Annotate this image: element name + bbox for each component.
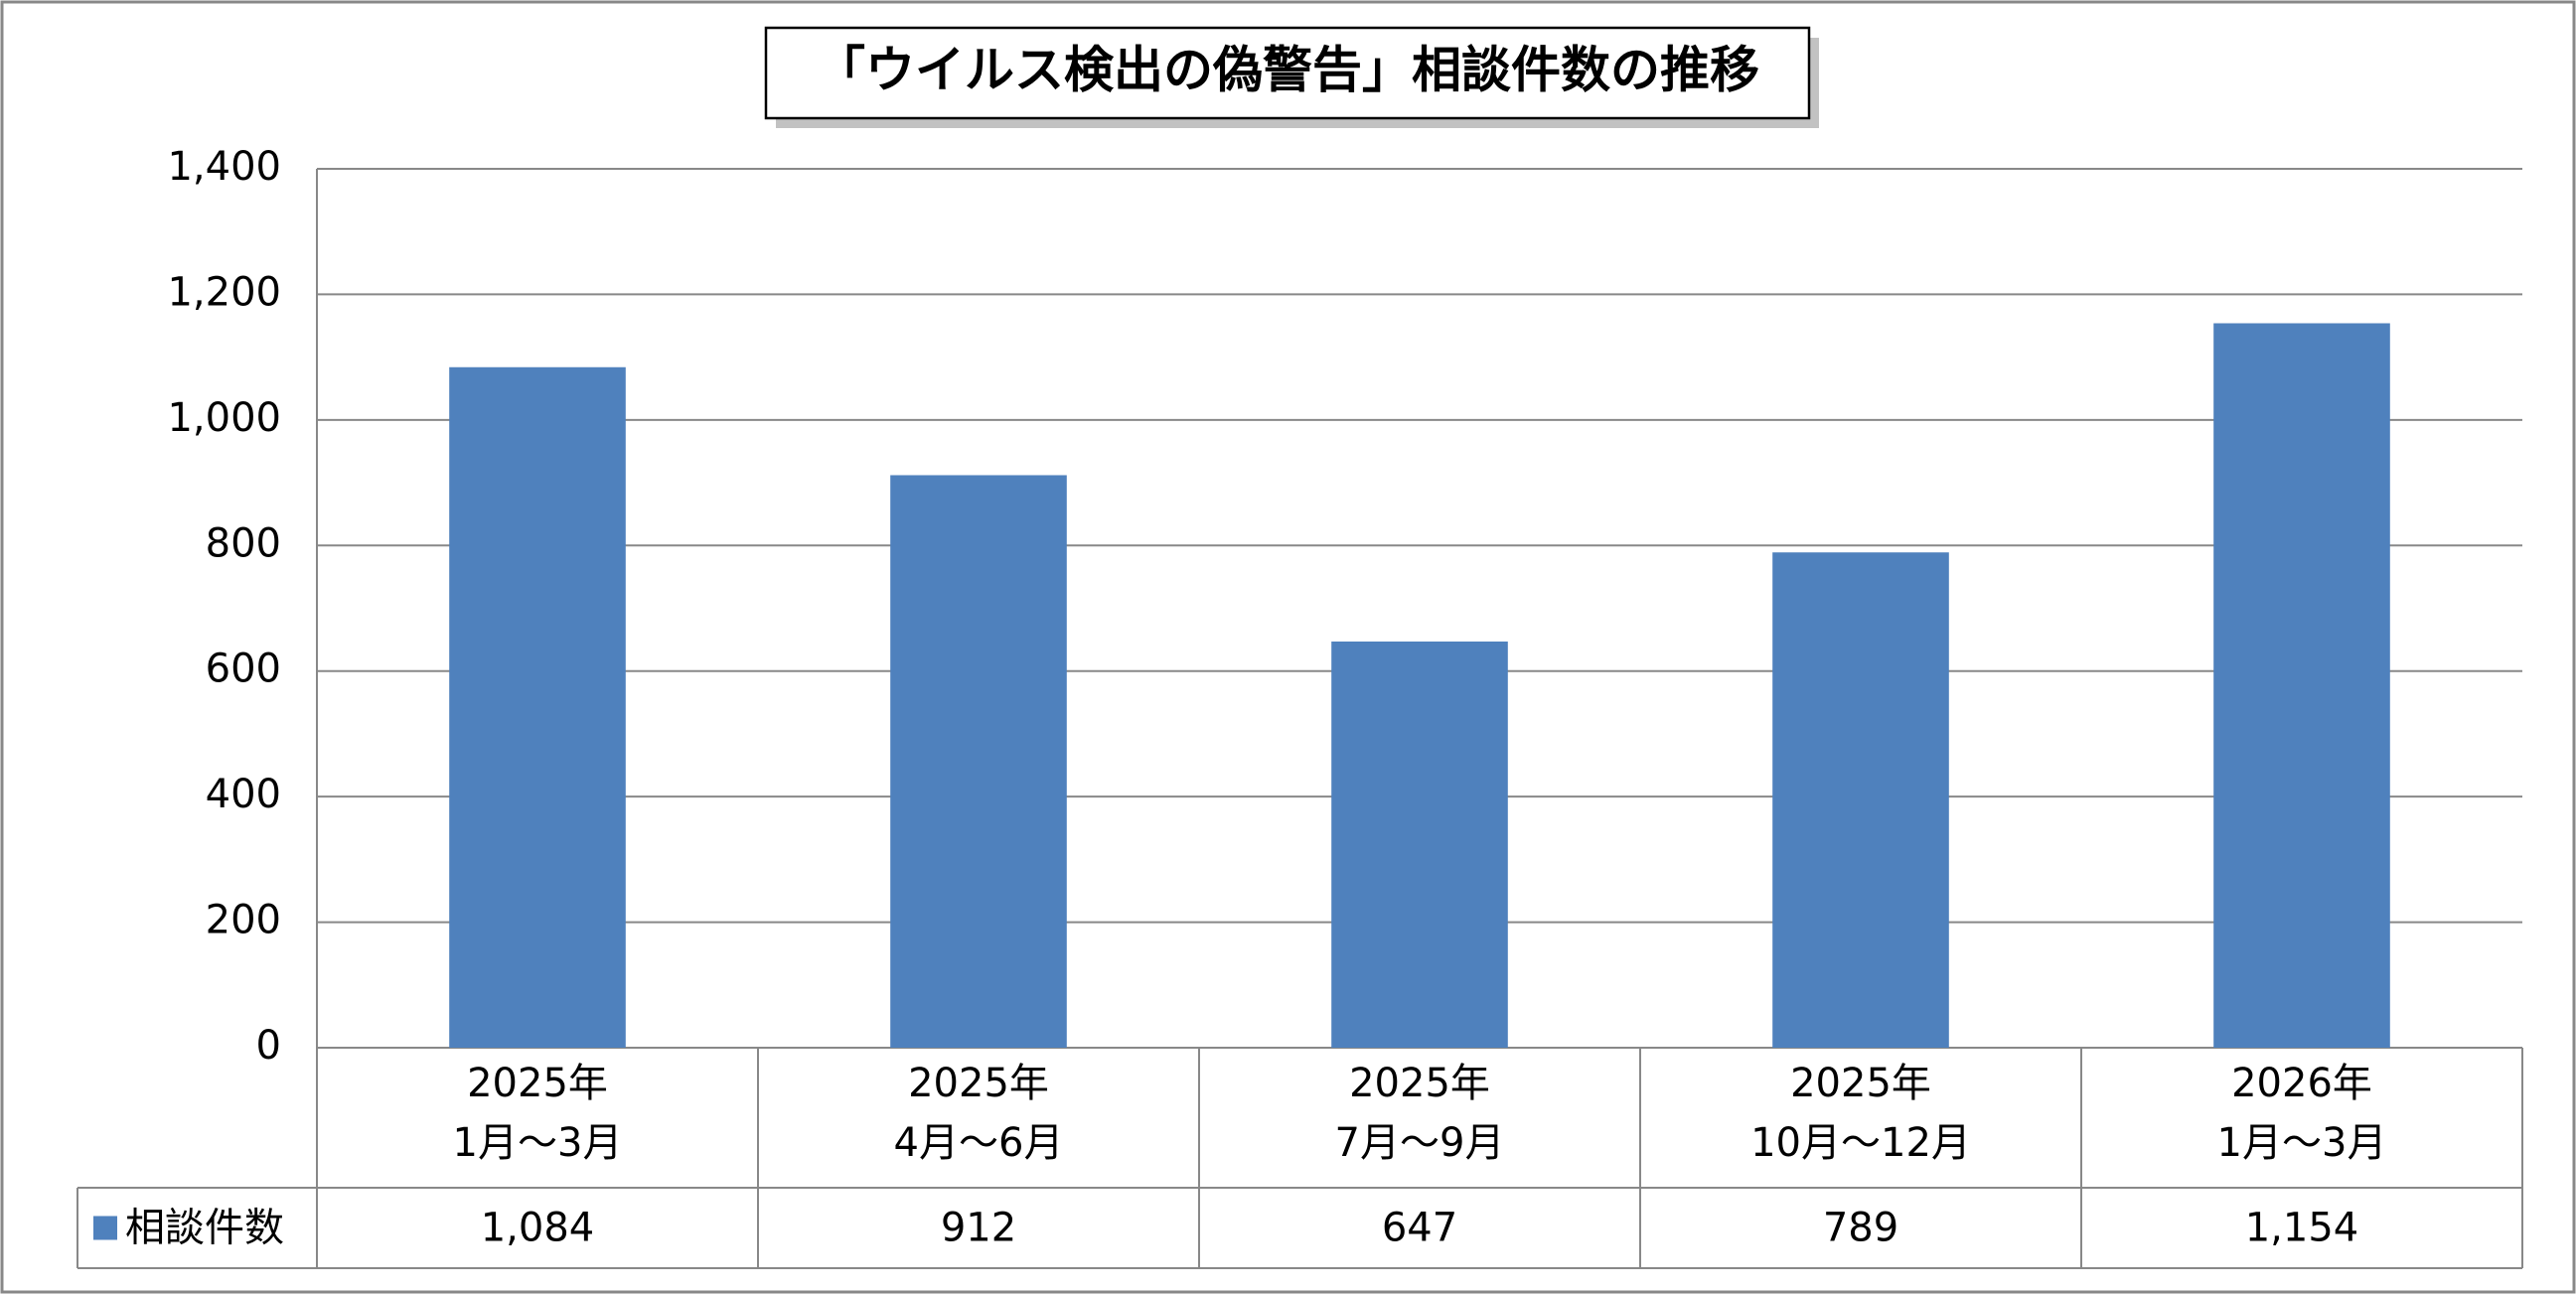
- chart-title: 「ウイルス検出の偽警告」相談件数の推移: [816, 42, 1759, 99]
- y-tick-label: 0: [256, 1023, 281, 1069]
- y-tick-label: 600: [206, 647, 281, 692]
- value-label: 789: [1823, 1206, 1898, 1251]
- bar: [449, 366, 626, 1048]
- bar: [890, 475, 1067, 1048]
- x-tick-label: 2026年 1月～3月: [2216, 1061, 2387, 1166]
- value-label: 1,084: [481, 1206, 595, 1251]
- y-tick-label: 1,200: [167, 269, 281, 315]
- x-tick-label: 2025年 4月～6月: [893, 1061, 1064, 1166]
- y-tick-label: 1,000: [167, 395, 281, 441]
- x-tick-label: 2025年 7月～9月: [1334, 1061, 1505, 1166]
- bar: [1772, 552, 1949, 1048]
- title-box: [764, 26, 1811, 120]
- value-label: 647: [1382, 1206, 1457, 1251]
- y-tick-label: 1,400: [167, 144, 281, 190]
- legend-label: 相談件数: [125, 1206, 284, 1251]
- bar: [2213, 323, 2390, 1048]
- y-tick-label: 200: [206, 898, 281, 943]
- legend-swatch: [93, 1216, 117, 1240]
- x-tick-label: 2025年 10月～12月: [1750, 1061, 1971, 1166]
- y-tick-label: 800: [206, 520, 281, 566]
- value-label: 1,154: [2245, 1206, 2359, 1251]
- y-tick-label: 400: [206, 772, 281, 817]
- value-label: 912: [941, 1206, 1016, 1251]
- x-tick-label: 2025年 1月～3月: [452, 1061, 623, 1166]
- bar: [1331, 642, 1508, 1048]
